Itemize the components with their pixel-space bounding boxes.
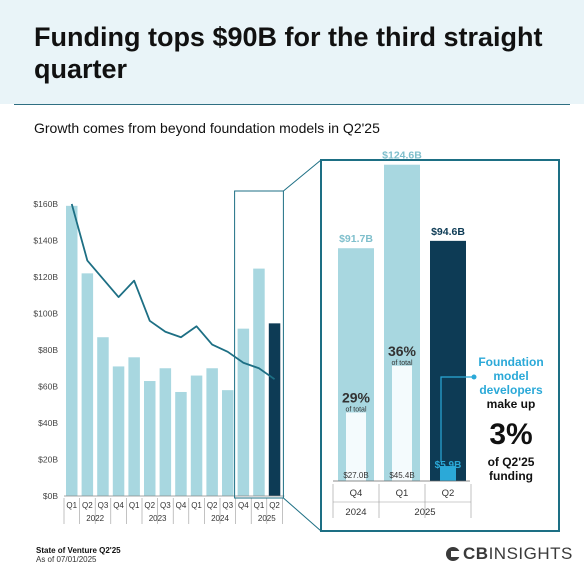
chart-subtitle: Growth comes from beyond foundation mode…	[34, 120, 380, 136]
foundation-model-bar	[440, 466, 456, 481]
cb-insights-logo-icon	[446, 547, 460, 561]
share-caption: of total	[391, 360, 412, 367]
trend-line	[70, 203, 276, 380]
bar	[222, 390, 234, 496]
foundation-model-value: $45.4B	[389, 471, 414, 480]
bar	[97, 337, 109, 496]
x-tick-label: Q4	[176, 501, 187, 510]
y-tick-label: $120B	[33, 272, 58, 282]
as-of-date: As of 07/01/2025	[36, 555, 97, 564]
detail-bar	[430, 240, 466, 481]
detail-value-label: $124.6B	[382, 150, 422, 162]
y-tick-label: $100B	[33, 309, 58, 319]
share-percent: 29%	[342, 389, 371, 405]
bar	[237, 328, 250, 496]
cb-insights-logo: CBINSIGHTS	[446, 543, 573, 565]
x-tick-label: Q3	[222, 501, 233, 510]
bar	[190, 375, 203, 496]
x-tick-label: Q2	[269, 501, 280, 510]
bar	[128, 357, 140, 496]
bar	[159, 368, 172, 496]
detail-x-label: Q1	[396, 488, 409, 499]
foundation-model-bar	[392, 365, 412, 481]
foundation-model-bar	[346, 412, 366, 481]
year-label: 2022	[86, 514, 104, 523]
callout-percent: 3%	[489, 418, 532, 451]
callout-text: make up	[487, 397, 536, 411]
zoom-highlight-box	[234, 190, 284, 499]
header-divider	[14, 104, 570, 105]
bar	[112, 366, 125, 496]
bar	[253, 268, 265, 496]
callout-text: of Q2'25	[488, 455, 535, 469]
callout-text: developers	[479, 383, 543, 397]
y-tick-label: $0B	[43, 491, 58, 501]
callout-dot	[471, 374, 477, 380]
detail-x-label: Q2	[442, 488, 455, 499]
source-label: State of Venture Q2'25	[36, 546, 121, 555]
x-tick-label: Q4	[113, 501, 124, 510]
detail-x-label: Q4	[350, 488, 363, 499]
year-label: 2025	[258, 514, 276, 523]
zoom-connector	[283, 497, 322, 532]
detail-value-label: $94.6B	[431, 226, 465, 238]
foundation-model-value: $5.9B	[435, 460, 462, 471]
detail-year-label: 2024	[345, 507, 366, 518]
callout-text: funding	[489, 469, 533, 483]
callout-connector	[440, 376, 472, 462]
bar	[206, 368, 218, 496]
y-tick-label: $20B	[38, 455, 58, 465]
x-tick-label: Q2	[144, 501, 155, 510]
y-tick-label: $160B	[33, 199, 58, 209]
y-tick-label: $40B	[38, 418, 58, 428]
bar	[144, 381, 156, 496]
chart-title: Funding tops $90B for the third straight…	[34, 22, 543, 84]
x-tick-label: Q4	[238, 501, 249, 510]
detail-year-label: 2025	[414, 507, 435, 518]
x-tick-label: Q2	[82, 501, 93, 510]
zoom-connector	[283, 159, 322, 192]
x-tick-label: Q1	[191, 501, 202, 510]
bar	[268, 323, 281, 496]
x-tick-label: Q3	[160, 501, 171, 510]
x-tick-label: Q1	[129, 501, 140, 510]
foundation-model-value: $27.0B	[343, 471, 368, 480]
callout-text: Foundation	[478, 355, 543, 369]
bar	[175, 391, 187, 496]
bar	[81, 273, 94, 496]
callout-text: model	[493, 369, 528, 383]
x-tick-label: Q3	[98, 501, 109, 510]
detail-value-label: $91.7B	[339, 233, 373, 245]
share-caption: of total	[345, 406, 366, 413]
x-tick-label: Q1	[66, 501, 77, 510]
year-label: 2023	[149, 514, 167, 523]
x-tick-label: Q2	[207, 501, 218, 510]
y-tick-label: $80B	[38, 345, 58, 355]
header-banner	[0, 0, 584, 104]
share-percent: 36%	[388, 343, 417, 359]
y-tick-label: $140B	[33, 236, 58, 246]
cb-insights-wordmark: CBINSIGHTS	[463, 544, 573, 563]
year-label: 2024	[211, 514, 229, 523]
y-tick-label: $60B	[38, 382, 58, 392]
bar	[66, 205, 78, 496]
x-tick-label: Q1	[254, 501, 265, 510]
